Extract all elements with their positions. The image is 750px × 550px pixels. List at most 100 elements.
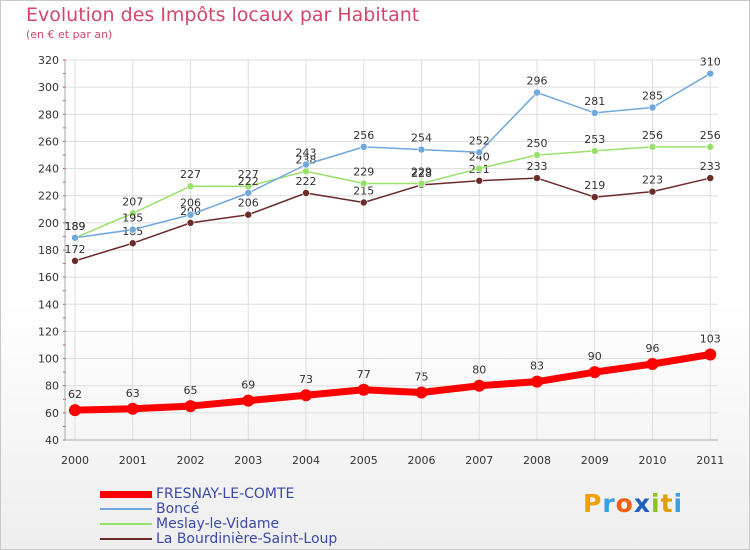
data-point <box>704 348 717 361</box>
data-point <box>359 198 368 207</box>
y-tick-label: 40 <box>45 434 59 447</box>
data-label: 222 <box>238 175 259 188</box>
data-point <box>186 210 195 219</box>
data-label: 206 <box>180 197 201 210</box>
x-tick-label: 2009 <box>581 454 609 467</box>
data-point <box>533 174 541 182</box>
data-label: 256 <box>353 129 374 142</box>
chart-title: Evolution des Impôts locaux par Habitant <box>26 4 420 26</box>
data-point <box>69 404 81 417</box>
logo-letter: i <box>651 489 661 518</box>
data-label: 62 <box>68 388 82 401</box>
y-tick-label: 180 <box>38 244 59 257</box>
x-tick-label: 2008 <box>523 454 551 467</box>
data-point <box>128 225 137 234</box>
data-point <box>590 147 599 155</box>
data-point <box>71 233 79 242</box>
y-tick-label: 100 <box>38 353 59 366</box>
data-point <box>302 160 310 169</box>
x-tick-label: 2003 <box>234 454 262 467</box>
logo-letter: i <box>673 489 684 518</box>
x-tick-label: 2007 <box>465 454 493 467</box>
data-point <box>706 174 715 182</box>
data-point <box>590 109 599 117</box>
data-point <box>417 179 426 188</box>
data-point <box>184 400 197 413</box>
legend-swatch <box>100 508 152 510</box>
data-point <box>126 402 139 415</box>
data-label: 229 <box>411 166 432 179</box>
legend-swatch <box>100 490 152 498</box>
data-point <box>531 375 543 388</box>
data-point <box>648 103 657 112</box>
data-point <box>300 389 312 402</box>
x-tick-label: 2010 <box>639 454 667 467</box>
data-label: 256 <box>700 129 721 142</box>
data-point <box>588 366 601 379</box>
y-tick-label: 80 <box>45 380 59 393</box>
data-point <box>475 164 484 173</box>
chart-subtitle: (en € et par an) <box>26 28 113 41</box>
x-tick-label: 2002 <box>177 454 205 467</box>
data-label: 281 <box>584 95 605 108</box>
data-label: 243 <box>296 147 317 160</box>
data-label: 69 <box>241 379 255 392</box>
data-label: 233 <box>700 160 721 173</box>
data-label: 189 <box>65 220 86 233</box>
data-point <box>648 187 657 196</box>
data-label: 83 <box>530 360 544 373</box>
data-point <box>71 257 79 265</box>
data-label: 233 <box>527 160 548 173</box>
y-tick-label: 120 <box>38 325 59 338</box>
data-point <box>302 189 310 197</box>
logo-letter: r <box>602 489 616 518</box>
x-tick-label: 2004 <box>292 454 320 467</box>
y-tick-label: 260 <box>38 135 59 148</box>
data-point <box>359 143 368 151</box>
data-point <box>244 189 253 197</box>
data-label: 172 <box>65 243 86 256</box>
data-label: 310 <box>700 56 721 69</box>
data-point <box>475 148 484 157</box>
data-point <box>646 358 659 370</box>
data-point <box>128 239 137 248</box>
data-label: 227 <box>180 168 201 181</box>
data-point <box>359 179 368 188</box>
data-point <box>475 176 484 185</box>
y-tick-label: 160 <box>38 271 59 284</box>
data-label: 252 <box>469 134 490 147</box>
data-label: 256 <box>642 129 663 142</box>
logo-letter: o <box>615 489 634 518</box>
legend-label: La Bourdinière-Saint-Loup <box>156 531 338 547</box>
data-label: 189 <box>65 220 86 233</box>
y-tick-label: 140 <box>38 298 59 311</box>
data-point <box>357 383 370 396</box>
data-label: 285 <box>642 90 663 103</box>
data-label: 65 <box>184 384 198 397</box>
data-point <box>417 145 426 154</box>
y-tick-label: 300 <box>38 81 59 94</box>
data-point <box>706 69 715 78</box>
data-label: 253 <box>584 133 605 146</box>
data-point <box>186 219 195 227</box>
legend-swatch <box>100 538 152 540</box>
y-tick-label: 280 <box>38 108 59 121</box>
data-point <box>648 143 657 151</box>
series-line-1 <box>74 72 711 239</box>
legend-label: FRESNAY-LE-COMTE <box>156 486 295 502</box>
data-point <box>242 394 255 407</box>
data-label: 240 <box>469 151 490 164</box>
data-label: 222 <box>296 175 317 188</box>
data-point <box>186 182 195 191</box>
legend-swatch <box>100 523 152 525</box>
data-label: 96 <box>646 342 660 355</box>
data-label: 223 <box>642 174 663 187</box>
data-label: 103 <box>700 333 721 346</box>
y-tick-label: 220 <box>38 190 59 203</box>
series-line-3 <box>74 177 711 262</box>
data-label: 80 <box>472 364 486 377</box>
data-label: 296 <box>527 75 548 88</box>
data-label: 206 <box>238 197 259 210</box>
